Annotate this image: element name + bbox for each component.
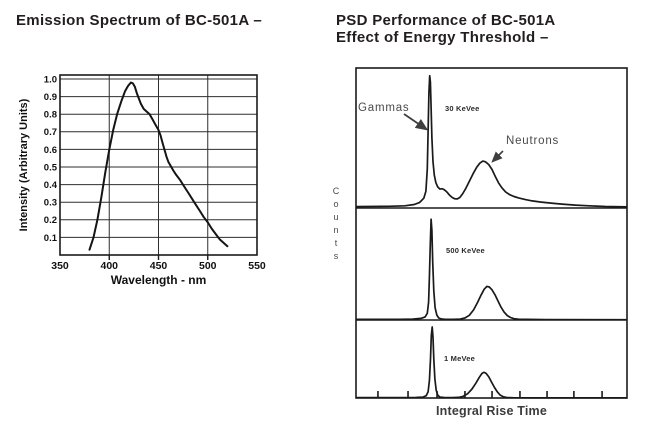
psd-curve-panel-2 xyxy=(356,218,628,321)
psd-frame xyxy=(355,67,628,399)
x-tick-label: 450 xyxy=(150,260,168,272)
right-chart-title-line1: PSD Performance of BC-501A xyxy=(336,12,556,29)
y-tick-label: 0.8 xyxy=(44,110,57,121)
counts-axis-label: Counts xyxy=(331,186,341,264)
panel-energy-label-1mevee: 1 MeVee xyxy=(444,354,476,363)
neutrons-arrow xyxy=(491,150,504,163)
right-chart-title-line2: Effect of Energy Threshold – xyxy=(336,29,549,46)
x-tick-label: 400 xyxy=(100,260,118,272)
psd-curve-panel-3 xyxy=(356,326,627,399)
left-chart-frame xyxy=(59,74,258,256)
y-tick-label: 0.6 xyxy=(44,145,57,156)
intensity-axis-label: Intensity (Arbitrary Units) xyxy=(18,98,30,231)
left-chart-title: Emission Spectrum of BC-501A – xyxy=(16,12,263,29)
x-tick-label: 350 xyxy=(51,260,69,272)
x-tick-label: 500 xyxy=(199,260,217,272)
y-tick-label: 0.9 xyxy=(44,92,57,103)
integral-rise-time-axis-label: Integral Rise Time xyxy=(435,404,548,418)
x-tick-label: 550 xyxy=(248,260,266,272)
y-tick-label: 0.2 xyxy=(44,215,57,226)
right-chart-title: PSD Performance of BC-501A Effect of Ene… xyxy=(336,12,556,46)
y-tick-label: 0.1 xyxy=(44,233,58,244)
emission-curve xyxy=(88,81,229,251)
emission-spectrum-chart: 0.1 0.2 0.3 0.4 0.5 0.6 0.7 0.8 0.9 1.0 350 400 450 5… xyxy=(14,60,304,305)
psd-curve-panel-1 xyxy=(355,74,628,208)
psd-performance-chart: Counts Gammas Neutrons 30 KeVee 500 KeVe… xyxy=(330,60,660,425)
gammas-arrow xyxy=(403,113,429,131)
y-tick-label: 0.7 xyxy=(44,127,57,138)
panel-energy-label-500kevee: 500 KeVee xyxy=(446,246,485,255)
wavelength-axis-label: Wavelength - nm xyxy=(111,273,207,287)
panel-energy-label-30kevee: 30 KeVee xyxy=(445,104,480,113)
y-tick-label: 0.4 xyxy=(44,180,58,191)
y-tick-label: 0.3 xyxy=(44,198,57,209)
gammas-annotation: Gammas xyxy=(358,102,410,114)
y-tick-label: 0.5 xyxy=(44,162,58,173)
emission-spectrum-plot: 0.1 0.2 0.3 0.4 0.5 0.6 0.7 0.8 0.9 1.0 350 400 450 5… xyxy=(18,74,266,287)
neutrons-annotation: Neutrons xyxy=(506,135,560,147)
psd-performance-plot xyxy=(355,67,628,399)
y-tick-label: 1.0 xyxy=(44,74,57,85)
